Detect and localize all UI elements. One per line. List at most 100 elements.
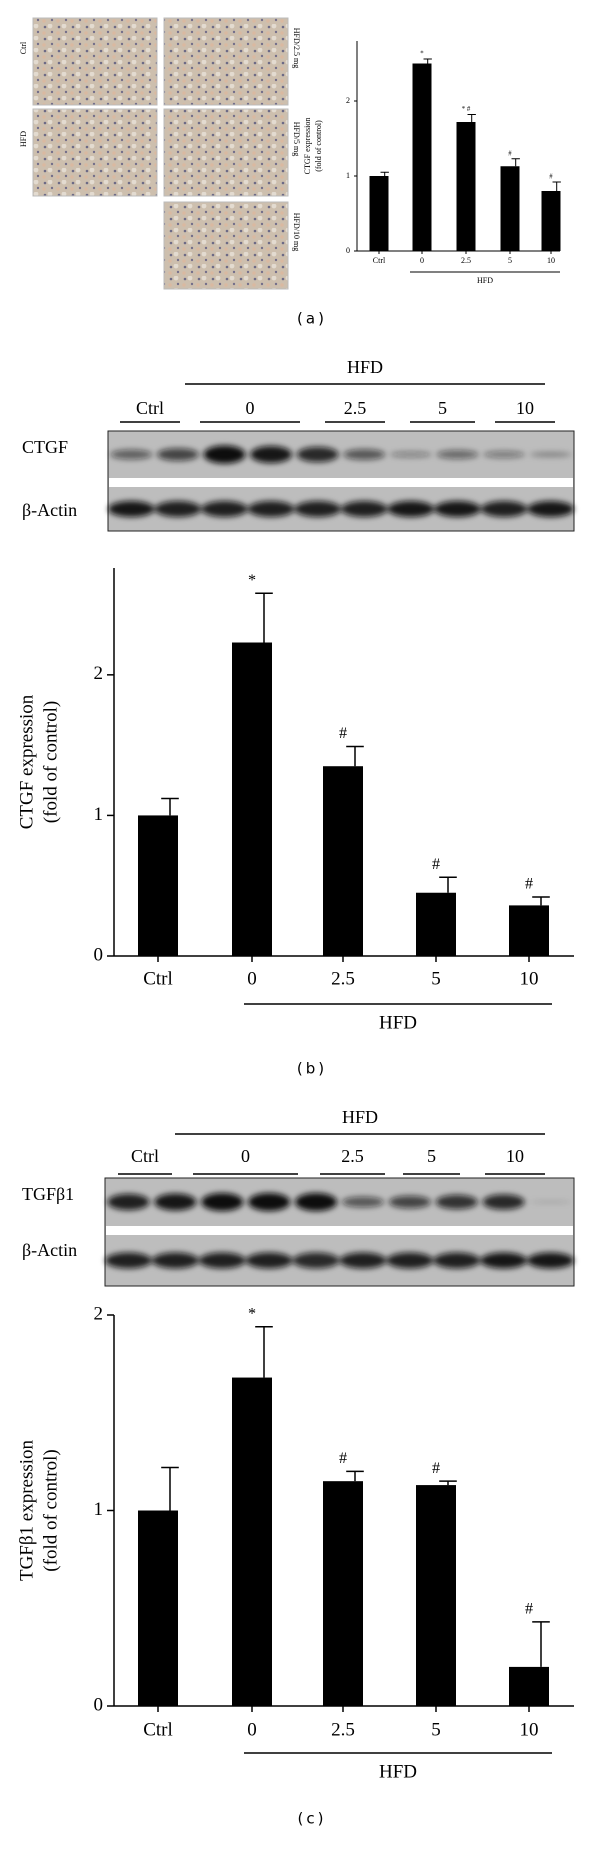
band — [245, 1252, 293, 1269]
x-tick-label: 5 — [508, 256, 512, 265]
annotation: # — [339, 725, 347, 742]
annotation: * — [420, 51, 424, 58]
lane-label: 10 — [516, 398, 534, 418]
y-tick-label: 2 — [94, 663, 104, 684]
y-tick-label: 1 — [94, 804, 104, 825]
micrograph-label: HFD/5 mg — [292, 122, 301, 156]
bar — [456, 122, 476, 251]
y-axis-label: (fold of control) — [40, 1449, 61, 1571]
y-axis-label: CTGF expression — [303, 118, 312, 175]
y-axis-label: CTGF expression — [16, 694, 37, 829]
band — [529, 451, 572, 458]
bar — [412, 63, 432, 251]
error-bar — [346, 1470, 364, 1482]
bar — [500, 166, 520, 251]
band — [105, 1252, 152, 1269]
y-axis-label: (fold of control) — [314, 120, 323, 172]
band — [294, 1193, 338, 1211]
band — [156, 448, 199, 461]
micrograph — [163, 17, 289, 106]
y-tick-label: 1 — [94, 1499, 104, 1520]
micrograph-label: HFD/10 mg — [292, 213, 301, 251]
x-tick-label: Ctrl — [373, 256, 386, 265]
lane-label: 2.5 — [341, 1146, 364, 1166]
band — [108, 501, 155, 517]
band — [247, 501, 295, 517]
band — [292, 1252, 340, 1269]
lane-label: 0 — [246, 398, 255, 418]
band — [339, 1252, 387, 1269]
micrograph-label: HFD/2.5 mg — [292, 28, 301, 68]
band — [433, 1252, 481, 1269]
band — [248, 1193, 291, 1211]
band — [388, 1195, 431, 1209]
blot-gap — [109, 478, 573, 487]
band — [343, 449, 386, 460]
annotation: # — [508, 150, 512, 157]
y-axis-label: TGFβ1 expression — [16, 1439, 37, 1581]
band-label: TGFβ1 — [22, 1184, 74, 1204]
band — [527, 1252, 574, 1269]
annotation: # — [339, 1450, 347, 1467]
error-bar — [552, 181, 561, 191]
x-tick-label: 10 — [520, 968, 539, 989]
lane-label: 2.5 — [344, 398, 367, 418]
bar — [509, 905, 549, 956]
bar — [232, 642, 272, 956]
micrograph — [163, 108, 289, 197]
band — [480, 501, 528, 517]
bar — [509, 1666, 549, 1706]
band — [203, 445, 246, 464]
band — [296, 446, 339, 463]
bar — [232, 1377, 272, 1706]
blot-group-label: HFD — [347, 357, 383, 377]
x-tick-label: 0 — [247, 1719, 257, 1740]
lane-label: 10 — [506, 1146, 524, 1166]
y-axis-label: (fold of control) — [40, 701, 61, 823]
bar — [323, 766, 363, 956]
band — [387, 501, 435, 517]
annotation: * # — [462, 106, 471, 113]
error-bar — [346, 745, 364, 767]
y-tick-label: 2 — [346, 96, 350, 105]
error-bar — [467, 114, 476, 122]
band — [435, 1194, 478, 1210]
group-label: HFD — [379, 1761, 417, 1782]
band — [201, 1193, 244, 1211]
bar — [323, 1481, 363, 1706]
error-bar — [532, 1621, 550, 1667]
band — [434, 501, 481, 517]
lane-label: 0 — [241, 1146, 250, 1166]
x-tick-label: 2.5 — [331, 968, 355, 989]
x-tick-label: 10 — [520, 1719, 539, 1740]
annotation: # — [525, 876, 533, 893]
band — [386, 1252, 434, 1269]
panel-caption: (a) — [297, 310, 327, 328]
band — [529, 1200, 572, 1204]
micrograph-label: HFD — [19, 131, 28, 147]
bar — [541, 191, 561, 251]
blot-group-label: HFD — [342, 1107, 378, 1127]
bar — [416, 1485, 456, 1706]
y-tick-label: 0 — [346, 246, 350, 255]
band — [341, 1196, 385, 1208]
error-bar — [439, 1480, 457, 1486]
panel-caption: (b) — [297, 1060, 327, 1078]
error-bar — [511, 158, 520, 167]
band — [480, 1252, 528, 1269]
error-bar — [532, 896, 550, 906]
bands — [105, 1193, 574, 1269]
bar — [138, 815, 178, 956]
x-tick-label: Ctrl — [143, 968, 173, 989]
blot-gap — [106, 1226, 573, 1235]
x-tick-label: 2.5 — [461, 256, 471, 265]
band — [107, 1193, 150, 1211]
error-bar — [161, 1466, 179, 1511]
error-bar — [380, 171, 389, 176]
group-label: HFD — [379, 1012, 417, 1033]
y-tick-label: 0 — [94, 944, 104, 965]
bands — [108, 445, 574, 517]
lane-label: 5 — [438, 398, 447, 418]
micrograph — [163, 201, 289, 290]
band-label: CTGF — [22, 437, 68, 457]
